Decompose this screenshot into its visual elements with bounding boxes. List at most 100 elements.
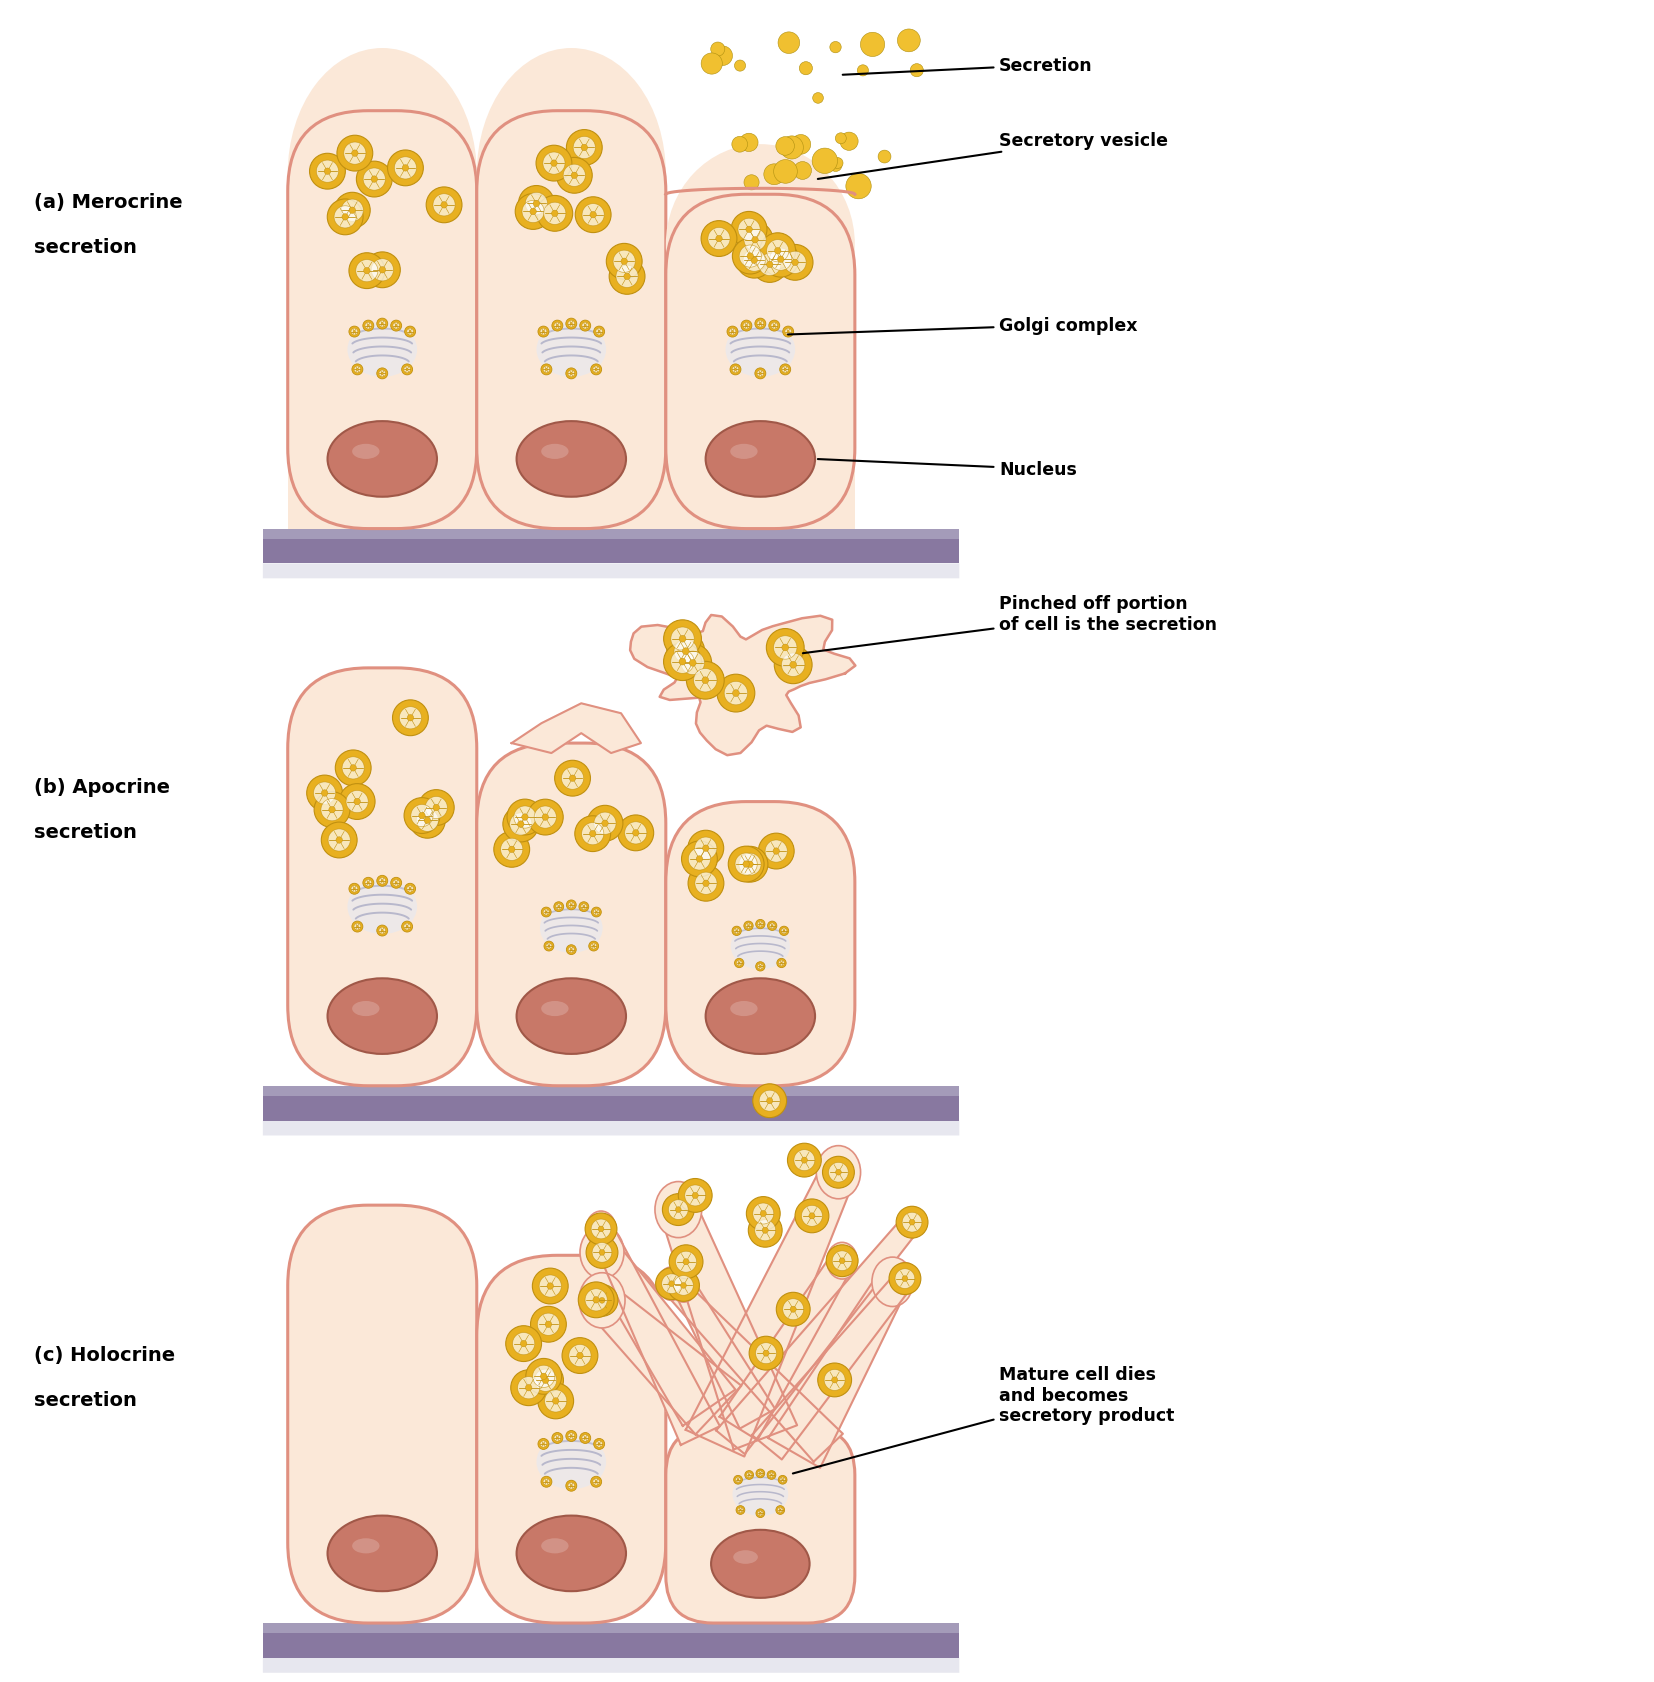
Circle shape [595,330,602,336]
Ellipse shape [658,1267,685,1300]
Circle shape [321,799,342,821]
Circle shape [688,848,711,871]
Circle shape [614,251,635,272]
Circle shape [756,920,766,928]
Circle shape [754,368,766,380]
Circle shape [743,323,749,330]
Bar [263,530,959,563]
Ellipse shape [352,444,379,459]
Circle shape [349,209,356,214]
Circle shape [344,143,366,165]
Circle shape [771,323,777,330]
Circle shape [781,654,805,678]
Circle shape [433,195,455,217]
Circle shape [691,1193,698,1199]
Circle shape [910,1219,915,1224]
Circle shape [696,856,703,863]
Circle shape [556,158,592,193]
Circle shape [418,812,425,819]
Circle shape [703,880,710,886]
Circle shape [729,330,736,336]
Circle shape [817,1362,852,1398]
Circle shape [746,861,753,868]
Circle shape [321,791,327,797]
Circle shape [392,700,428,737]
Ellipse shape [347,323,417,378]
Ellipse shape [352,1539,379,1554]
Circle shape [409,888,412,890]
Ellipse shape [327,979,437,1055]
Circle shape [731,212,767,249]
Circle shape [655,1268,688,1300]
Circle shape [306,775,342,811]
FancyBboxPatch shape [667,802,855,1087]
Circle shape [581,321,590,331]
Circle shape [734,928,739,934]
Circle shape [685,1186,706,1206]
Circle shape [404,367,410,373]
Circle shape [769,923,776,928]
Circle shape [547,945,549,947]
Circle shape [564,165,586,187]
Circle shape [379,321,385,328]
Circle shape [584,1436,586,1440]
Circle shape [392,323,400,330]
Circle shape [602,821,609,828]
Circle shape [552,321,562,331]
Circle shape [758,1470,762,1477]
Circle shape [342,757,364,779]
Circle shape [417,809,438,833]
Circle shape [736,1477,741,1482]
FancyBboxPatch shape [263,1658,959,1674]
Circle shape [744,175,759,190]
Circle shape [569,775,576,782]
Circle shape [796,1199,829,1233]
Circle shape [769,249,792,271]
Circle shape [779,960,784,965]
Circle shape [579,1282,614,1319]
Circle shape [352,365,362,375]
Circle shape [857,66,868,77]
Circle shape [513,1332,534,1356]
Polygon shape [589,1287,741,1435]
Circle shape [366,323,372,330]
Ellipse shape [539,903,602,954]
Circle shape [402,365,412,375]
Circle shape [329,807,336,814]
Circle shape [405,326,415,338]
Text: Golgi complex: Golgi complex [787,316,1138,335]
Circle shape [571,173,577,180]
Circle shape [321,822,357,858]
Circle shape [566,900,576,910]
Circle shape [546,912,547,913]
Circle shape [784,252,805,274]
Circle shape [566,368,577,380]
FancyBboxPatch shape [263,1120,959,1135]
Circle shape [832,158,844,170]
Circle shape [544,1389,567,1413]
Circle shape [382,323,384,325]
Circle shape [777,959,786,969]
Circle shape [753,1203,774,1224]
Circle shape [579,902,589,912]
Polygon shape [630,616,855,755]
Circle shape [354,367,361,373]
Circle shape [337,136,372,172]
Circle shape [693,669,718,693]
Circle shape [571,905,572,907]
Circle shape [756,1342,776,1364]
Ellipse shape [327,422,437,498]
Circle shape [366,880,372,886]
Circle shape [734,959,744,969]
Circle shape [748,1214,782,1248]
Circle shape [791,663,797,669]
Ellipse shape [327,1515,437,1591]
Circle shape [632,831,638,836]
Circle shape [514,195,551,230]
Circle shape [590,1219,610,1240]
Circle shape [668,1282,675,1287]
Circle shape [425,797,447,819]
Circle shape [751,257,758,264]
Circle shape [756,1468,764,1478]
Circle shape [501,839,523,861]
